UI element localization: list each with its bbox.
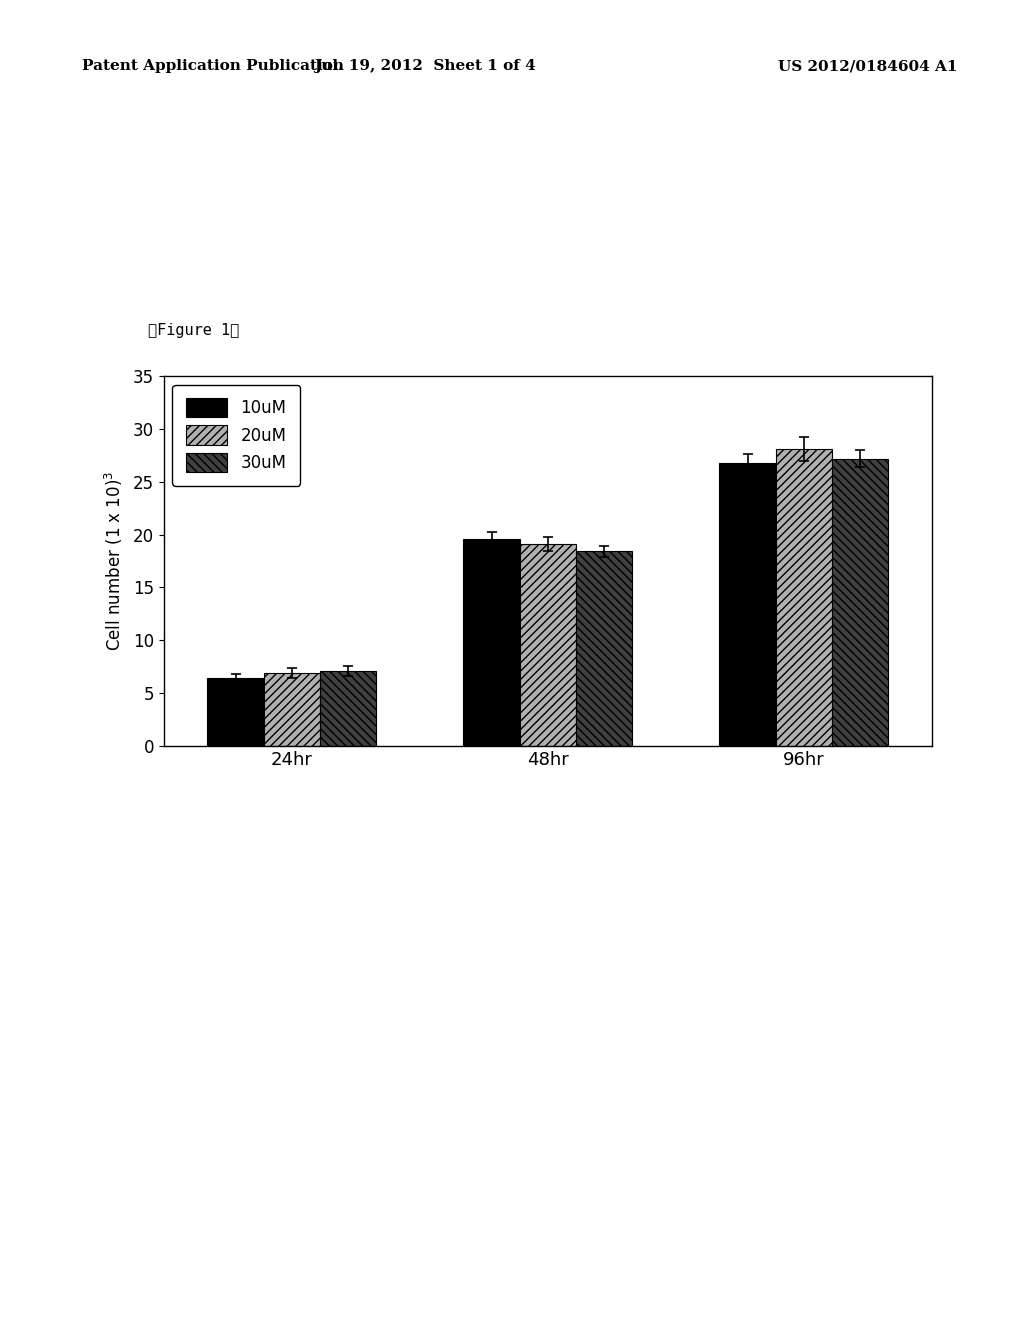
Bar — [833, 458, 889, 746]
Y-axis label: Cell number (1 x 10)$^3$: Cell number (1 x 10)$^3$ — [102, 471, 125, 651]
Bar — [321, 671, 377, 746]
Legend: 10uM, 20uM, 30uM: 10uM, 20uM, 30uM — [172, 384, 300, 486]
Text: 【Figure 1】: 【Figure 1】 — [148, 323, 240, 338]
Bar — [776, 449, 831, 746]
Bar — [207, 678, 264, 746]
Text: US 2012/0184604 A1: US 2012/0184604 A1 — [778, 59, 957, 74]
Bar — [719, 463, 776, 746]
Bar — [575, 552, 632, 746]
Bar — [520, 544, 577, 746]
Bar — [264, 673, 319, 746]
Bar — [463, 539, 520, 746]
Text: Jul. 19, 2012  Sheet 1 of 4: Jul. 19, 2012 Sheet 1 of 4 — [314, 59, 536, 74]
Text: Patent Application Publication: Patent Application Publication — [82, 59, 344, 74]
